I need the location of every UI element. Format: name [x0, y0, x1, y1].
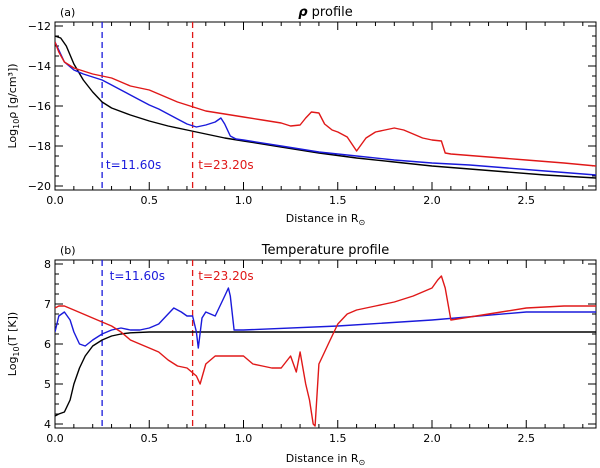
- panel-label-a: (a): [60, 6, 75, 19]
- annotation-t11-60s: t=11.60s: [106, 158, 161, 172]
- series-t11-60s: [55, 41, 596, 176]
- panel-label-b: (b): [60, 244, 76, 257]
- y-tick-label: −16: [28, 100, 51, 113]
- data-area-b: [55, 260, 596, 428]
- x-tick-label: 2.5: [518, 194, 536, 207]
- series-t23-20s: [55, 275, 596, 427]
- y-axis-label-a: Log10ρ [g/cm³]): [6, 63, 21, 148]
- x-tick-label: 1.0: [235, 194, 253, 207]
- annotation-t11-60s: t=11.60s: [110, 269, 165, 283]
- x-axis-label-a: Distance in R⊙: [286, 212, 365, 227]
- y-tick-label: 8: [44, 258, 51, 271]
- y-tick-label: 6: [44, 338, 51, 351]
- series-initial: [55, 35, 596, 179]
- chart-title-a: ρ profile: [298, 5, 353, 20]
- y-axis-label-b: Log10(T [K]): [6, 312, 21, 376]
- data-area-a: [55, 22, 596, 190]
- plot-frame-b: [54, 259, 597, 429]
- x-tick-label: 0.5: [141, 432, 159, 445]
- series-initial: [55, 331, 596, 417]
- y-tick-label: 5: [44, 378, 51, 391]
- x-tick-label: 2.5: [518, 432, 536, 445]
- y-tick-label: 7: [44, 298, 51, 311]
- x-tick-label: 0.5: [141, 194, 159, 207]
- x-axis-label-b: Distance in R⊙: [286, 452, 365, 467]
- annotation-t23-20s: t=23.20s: [198, 269, 253, 283]
- x-tick-label: 1.0: [235, 432, 253, 445]
- annotation-t23-20s: t=23.20s: [198, 158, 253, 172]
- y-tick-label: −18: [28, 140, 51, 153]
- x-tick-label: 1.5: [329, 194, 347, 207]
- y-tick-label: −14: [28, 60, 51, 73]
- y-tick-label: −12: [28, 20, 51, 33]
- panel-b: 0.0 0.5 1.0 1.5 2.0 2.5 4 5 6 7 8 (b) Temperature pr…: [6, 243, 597, 467]
- x-tick-label: 2.0: [423, 194, 441, 207]
- x-tick-label: 0.0: [46, 194, 64, 207]
- y-tick-label: −20: [28, 180, 51, 193]
- series-t11-60s: [55, 287, 596, 349]
- y-tick-label: 4: [44, 418, 51, 431]
- x-tick-label: 0.0: [46, 432, 64, 445]
- series-t23-20s: [55, 41, 596, 167]
- x-tick-label: 1.5: [329, 432, 347, 445]
- panel-a: 0.0 0.5 1.0 1.5 2.0 2.5 −20 −18 −16 −14 −12 (a) ρ pr…: [6, 5, 597, 227]
- chart-title-b: Temperature profile: [261, 243, 390, 258]
- x-tick-label: 2.0: [423, 432, 441, 445]
